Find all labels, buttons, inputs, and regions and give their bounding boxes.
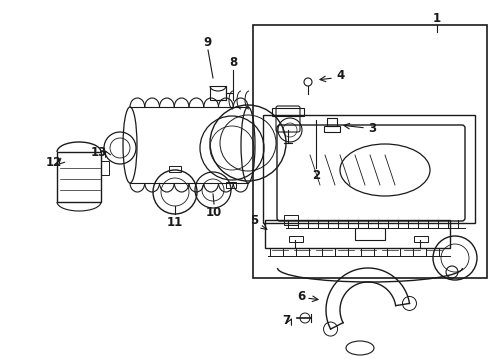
Bar [209,86,225,100]
Bar [263,115,474,223]
Text: 2: 2 [311,168,320,181]
Bar [288,236,303,242]
Bar [264,220,449,248]
Bar [101,161,109,175]
Text: 11: 11 [166,216,183,229]
Text: 6: 6 [296,289,305,302]
Text: 3: 3 [367,122,375,135]
Bar [413,236,427,242]
Text: 1: 1 [432,12,440,24]
Bar [354,228,384,240]
Bar [324,126,339,132]
Text: 9: 9 [203,36,212,49]
Bar [169,166,181,172]
Text: 8: 8 [228,55,237,68]
Text: 5: 5 [249,213,258,226]
Bar [326,118,336,126]
Bar [271,108,304,116]
Bar [57,152,101,202]
Text: 13: 13 [91,145,107,158]
Text: 10: 10 [205,206,222,219]
Bar [252,25,486,278]
Text: 4: 4 [335,68,344,81]
Text: 7: 7 [281,314,289,327]
Bar [225,182,236,188]
Bar [284,215,297,225]
Text: 12: 12 [46,156,62,168]
